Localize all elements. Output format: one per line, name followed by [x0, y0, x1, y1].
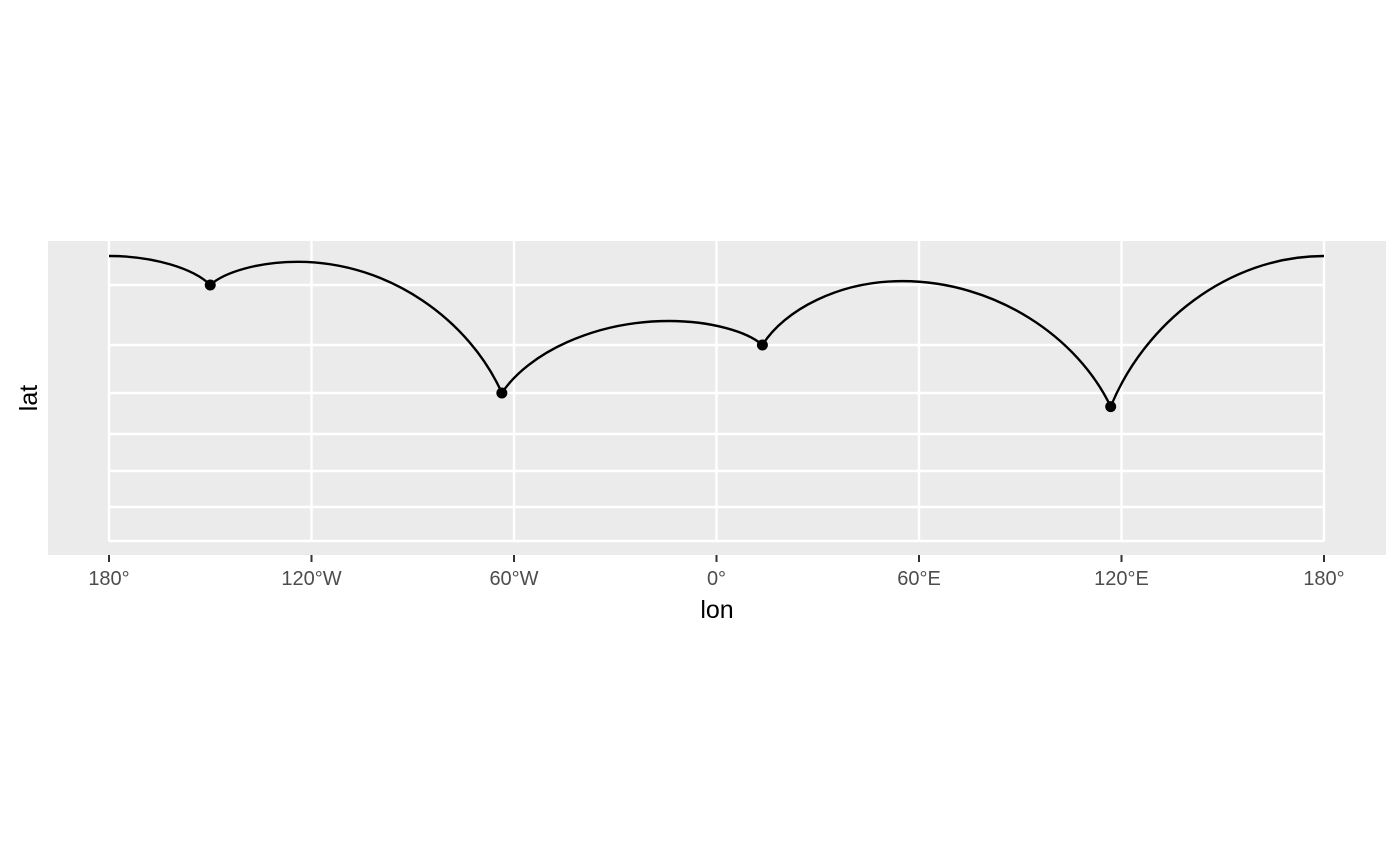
x-tick-label: 0° — [707, 568, 726, 590]
data-point — [496, 387, 508, 399]
x-tick-label: 120°W — [281, 568, 341, 590]
data-point — [204, 279, 216, 291]
x-tick-label: 180° — [1303, 568, 1344, 590]
data-points — [204, 279, 1117, 413]
data-point — [1105, 401, 1117, 413]
x-tick-label: 60°E — [897, 568, 941, 590]
data-point — [756, 339, 768, 351]
x-axis-ticks: 180° 120°W 60°W 0° 60°E 120°E 180° — [88, 555, 1345, 590]
x-tick-label: 60°W — [489, 568, 538, 590]
x-tick-label: 180° — [88, 568, 129, 590]
x-axis-title: lon — [700, 596, 733, 624]
grid-lon — [107, 241, 1326, 541]
x-tick-label: 120°E — [1094, 568, 1149, 590]
y-axis-title: lat — [15, 385, 43, 411]
